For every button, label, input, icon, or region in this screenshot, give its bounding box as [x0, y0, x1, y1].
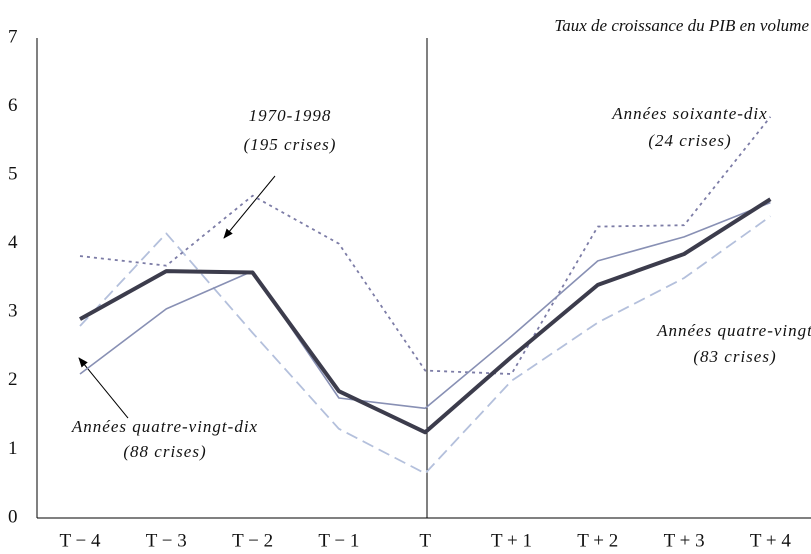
annotation-arrow [223, 175, 276, 239]
y-tick-label: 4 [8, 232, 18, 253]
y-tick-label: 5 [8, 164, 18, 185]
x-tick-label: T + 4 [750, 530, 791, 551]
series-note: (195 crises) [244, 135, 337, 154]
chart-title: Taux de croissance du PIB en volume [554, 16, 809, 35]
series-label: 1970-1998 [249, 106, 332, 125]
series-label: Années quatre-vingt [656, 321, 811, 340]
x-tick-label: T + 2 [577, 530, 618, 551]
x-tick-label: T − 4 [60, 530, 101, 551]
y-tick-label: 6 [8, 95, 18, 116]
y-tick-label: 1 [8, 438, 18, 459]
x-tick-label: T [419, 530, 431, 551]
x-tick-label: T + 1 [491, 530, 532, 551]
series-note: (83 crises) [693, 347, 776, 366]
series-label: Années quatre-vingt-dix [71, 417, 258, 436]
annotation-arrow [78, 357, 129, 419]
series-line [79, 116, 772, 375]
series-line [79, 201, 771, 410]
y-tick-label: 7 [8, 26, 18, 47]
x-tick-label: T − 2 [232, 530, 273, 551]
x-tick-label: T − 3 [146, 530, 187, 551]
x-tick-label: T + 3 [664, 530, 705, 551]
y-tick-label: 3 [8, 301, 18, 322]
series-line [79, 215, 771, 475]
y-tick-label: 2 [8, 369, 18, 390]
series-note: (88 crises) [123, 442, 206, 461]
y-tick-label: 0 [8, 506, 18, 527]
series-line [79, 197, 772, 435]
series-note: (24 crises) [648, 131, 731, 150]
x-tick-label: T − 1 [318, 530, 359, 551]
series-label: Années soixante-dix [611, 104, 767, 123]
